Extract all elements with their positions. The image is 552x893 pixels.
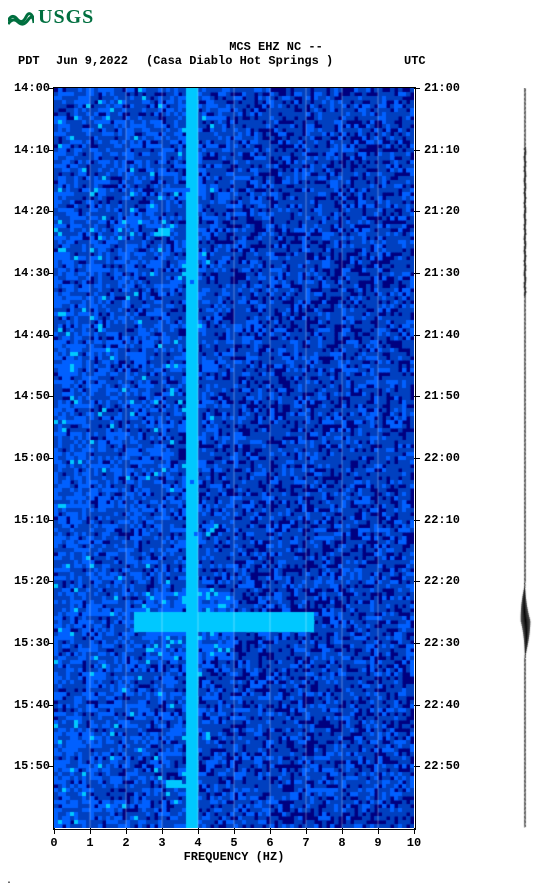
usgs-logo: USGS: [8, 6, 94, 29]
ytick-mark-left: [48, 581, 54, 582]
xtick: 5: [224, 836, 244, 850]
xtick: 6: [260, 836, 280, 850]
ytick-right: 21:20: [424, 204, 468, 218]
xtick-mark: [414, 828, 415, 834]
ytick-mark-right: [414, 335, 420, 336]
x-axis-label: FREQUENCY (HZ): [54, 850, 414, 864]
ytick-mark-left: [48, 273, 54, 274]
ytick-left: 15:40: [6, 698, 50, 712]
ytick-mark-right: [414, 458, 420, 459]
ytick-mark-right: [414, 520, 420, 521]
spectrogram-chart: [54, 88, 414, 828]
ytick-mark-right: [414, 581, 420, 582]
ytick-left: 14:50: [6, 389, 50, 403]
logo-text: USGS: [38, 6, 94, 29]
ytick-left: 15:50: [6, 759, 50, 773]
ytick-mark-right: [414, 766, 420, 767]
ytick-mark-right: [414, 150, 420, 151]
xtick: 10: [404, 836, 424, 850]
xtick: 0: [44, 836, 64, 850]
ytick-left: 14:40: [6, 328, 50, 342]
side-amplitude-trace: [516, 88, 534, 828]
ytick-mark-left: [48, 643, 54, 644]
xtick: 9: [368, 836, 388, 850]
ytick-right: 21:50: [424, 389, 468, 403]
header-date: Jun 9,2022: [56, 54, 128, 68]
ytick-mark-right: [414, 88, 420, 89]
xtick: 4: [188, 836, 208, 850]
xtick-mark: [306, 828, 307, 834]
xtick: 7: [296, 836, 316, 850]
ytick-right: 21:00: [424, 81, 468, 95]
side-trace-canvas: [516, 88, 534, 828]
ytick-mark-left: [48, 211, 54, 212]
xtick-mark: [234, 828, 235, 834]
xtick: 8: [332, 836, 352, 850]
ytick-right: 21:30: [424, 266, 468, 280]
ytick-right: 22:20: [424, 574, 468, 588]
xtick-mark: [198, 828, 199, 834]
ytick-right: 21:40: [424, 328, 468, 342]
footer-mark: ·: [6, 878, 12, 889]
ytick-left: 14:00: [6, 81, 50, 95]
ytick-left: 14:10: [6, 143, 50, 157]
usgs-wave-icon: [8, 9, 34, 27]
ytick-mark-left: [48, 396, 54, 397]
ytick-mark-right: [414, 705, 420, 706]
ytick-mark-left: [48, 705, 54, 706]
ytick-mark-right: [414, 273, 420, 274]
header-station: (Casa Diablo Hot Springs ): [146, 54, 333, 68]
ytick-mark-left: [48, 458, 54, 459]
xtick-mark: [162, 828, 163, 834]
spectrogram-canvas: [54, 88, 414, 828]
page: USGS MCS EHZ NC -- PDT Jun 9,2022 (Casa …: [0, 0, 552, 893]
xtick-mark: [54, 828, 55, 834]
ytick-right: 22:50: [424, 759, 468, 773]
header-line1: MCS EHZ NC --: [0, 40, 552, 54]
ytick-mark-right: [414, 211, 420, 212]
ytick-left: 14:20: [6, 204, 50, 218]
ytick-right: 21:10: [424, 143, 468, 157]
ytick-right: 22:30: [424, 636, 468, 650]
ytick-right: 22:40: [424, 698, 468, 712]
tz-right: UTC: [404, 54, 426, 68]
ytick-mark-right: [414, 643, 420, 644]
ytick-left: 15:20: [6, 574, 50, 588]
xtick-mark: [270, 828, 271, 834]
ytick-left: 14:30: [6, 266, 50, 280]
xtick-mark: [90, 828, 91, 834]
xtick-mark: [342, 828, 343, 834]
xtick-mark: [378, 828, 379, 834]
ytick-left: 15:00: [6, 451, 50, 465]
ytick-mark-left: [48, 520, 54, 521]
tz-left: PDT: [18, 54, 40, 68]
ytick-left: 15:30: [6, 636, 50, 650]
xtick-mark: [126, 828, 127, 834]
ytick-mark-left: [48, 766, 54, 767]
xtick: 1: [80, 836, 100, 850]
ytick-right: 22:00: [424, 451, 468, 465]
ytick-mark-left: [48, 335, 54, 336]
ytick-mark-left: [48, 150, 54, 151]
ytick-right: 22:10: [424, 513, 468, 527]
xtick: 2: [116, 836, 136, 850]
ytick-left: 15:10: [6, 513, 50, 527]
xtick: 3: [152, 836, 172, 850]
ytick-mark-left: [48, 88, 54, 89]
ytick-mark-right: [414, 396, 420, 397]
